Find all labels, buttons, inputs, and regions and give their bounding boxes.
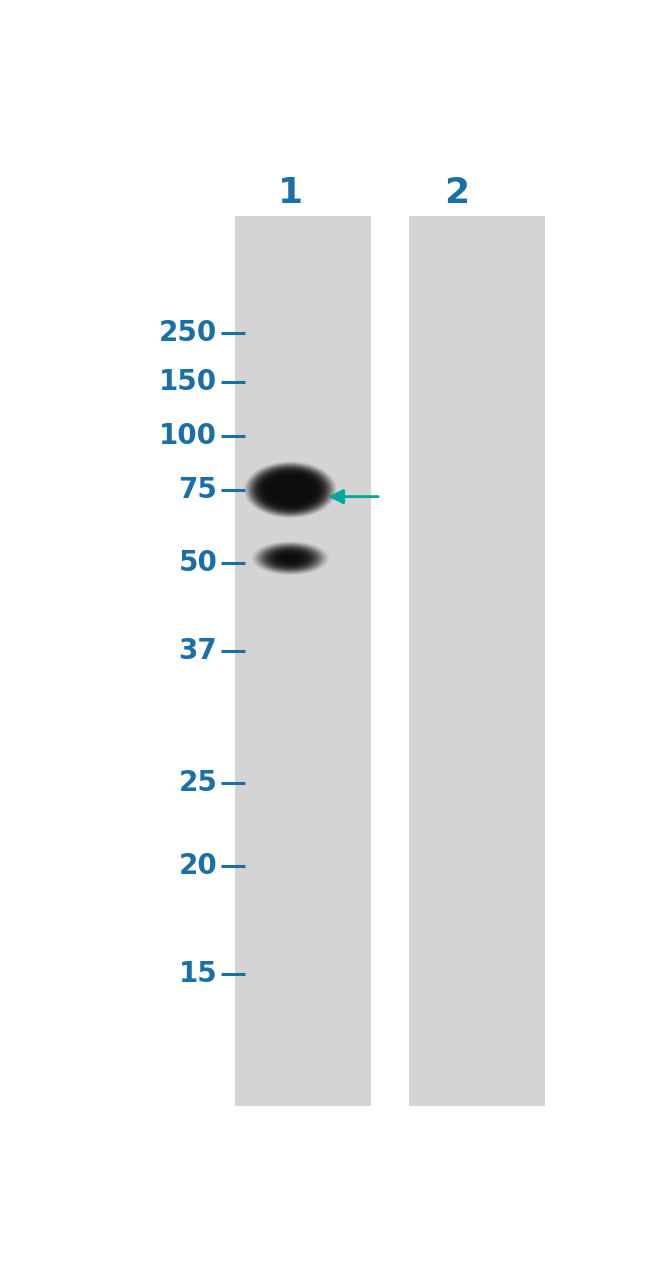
Ellipse shape (265, 547, 316, 569)
Ellipse shape (247, 464, 333, 516)
Ellipse shape (263, 546, 317, 570)
Ellipse shape (255, 469, 326, 512)
Ellipse shape (282, 555, 298, 561)
Ellipse shape (257, 544, 324, 573)
Text: 150: 150 (159, 368, 217, 396)
Text: 25: 25 (178, 770, 217, 798)
Text: 37: 37 (179, 638, 217, 665)
Text: 1: 1 (278, 177, 303, 211)
Ellipse shape (249, 465, 332, 516)
Ellipse shape (266, 547, 315, 569)
Text: 15: 15 (179, 960, 217, 988)
Bar (409, 216, 545, 1106)
Ellipse shape (254, 542, 326, 574)
Ellipse shape (272, 550, 309, 566)
Ellipse shape (277, 552, 304, 564)
Ellipse shape (274, 480, 306, 499)
Ellipse shape (267, 549, 313, 568)
Text: 50: 50 (178, 549, 217, 577)
Ellipse shape (276, 551, 305, 565)
Ellipse shape (266, 475, 314, 504)
Ellipse shape (257, 469, 324, 511)
Ellipse shape (265, 474, 316, 505)
Ellipse shape (259, 545, 321, 572)
Ellipse shape (268, 476, 313, 503)
Ellipse shape (287, 558, 293, 559)
Ellipse shape (260, 471, 320, 508)
Ellipse shape (244, 461, 337, 518)
Ellipse shape (281, 484, 300, 495)
Ellipse shape (255, 544, 325, 574)
Ellipse shape (273, 479, 308, 500)
Ellipse shape (282, 485, 298, 494)
Ellipse shape (279, 483, 302, 497)
Ellipse shape (252, 466, 329, 513)
Ellipse shape (270, 478, 311, 503)
Ellipse shape (289, 489, 292, 490)
Ellipse shape (287, 488, 294, 491)
Ellipse shape (278, 481, 303, 498)
Ellipse shape (283, 555, 297, 561)
Ellipse shape (271, 478, 309, 502)
Ellipse shape (263, 474, 317, 507)
Ellipse shape (274, 551, 306, 565)
Bar (235, 216, 371, 1106)
Text: 100: 100 (159, 422, 217, 450)
Ellipse shape (258, 544, 322, 573)
Ellipse shape (286, 556, 294, 560)
Text: 75: 75 (178, 476, 217, 504)
Ellipse shape (254, 467, 327, 512)
Text: 20: 20 (179, 852, 217, 880)
Ellipse shape (259, 470, 322, 509)
Ellipse shape (273, 551, 307, 566)
Ellipse shape (262, 546, 318, 570)
Ellipse shape (280, 554, 301, 563)
Ellipse shape (250, 465, 330, 514)
Ellipse shape (253, 542, 328, 574)
Text: 2: 2 (444, 177, 469, 211)
Ellipse shape (281, 554, 300, 563)
Text: 250: 250 (159, 319, 217, 347)
Ellipse shape (261, 472, 319, 508)
Ellipse shape (284, 486, 296, 494)
Ellipse shape (276, 481, 305, 499)
Ellipse shape (261, 545, 320, 572)
Ellipse shape (285, 486, 295, 493)
Ellipse shape (246, 462, 335, 517)
Ellipse shape (269, 549, 312, 568)
Ellipse shape (270, 550, 311, 566)
Ellipse shape (285, 556, 296, 560)
Ellipse shape (278, 552, 302, 564)
